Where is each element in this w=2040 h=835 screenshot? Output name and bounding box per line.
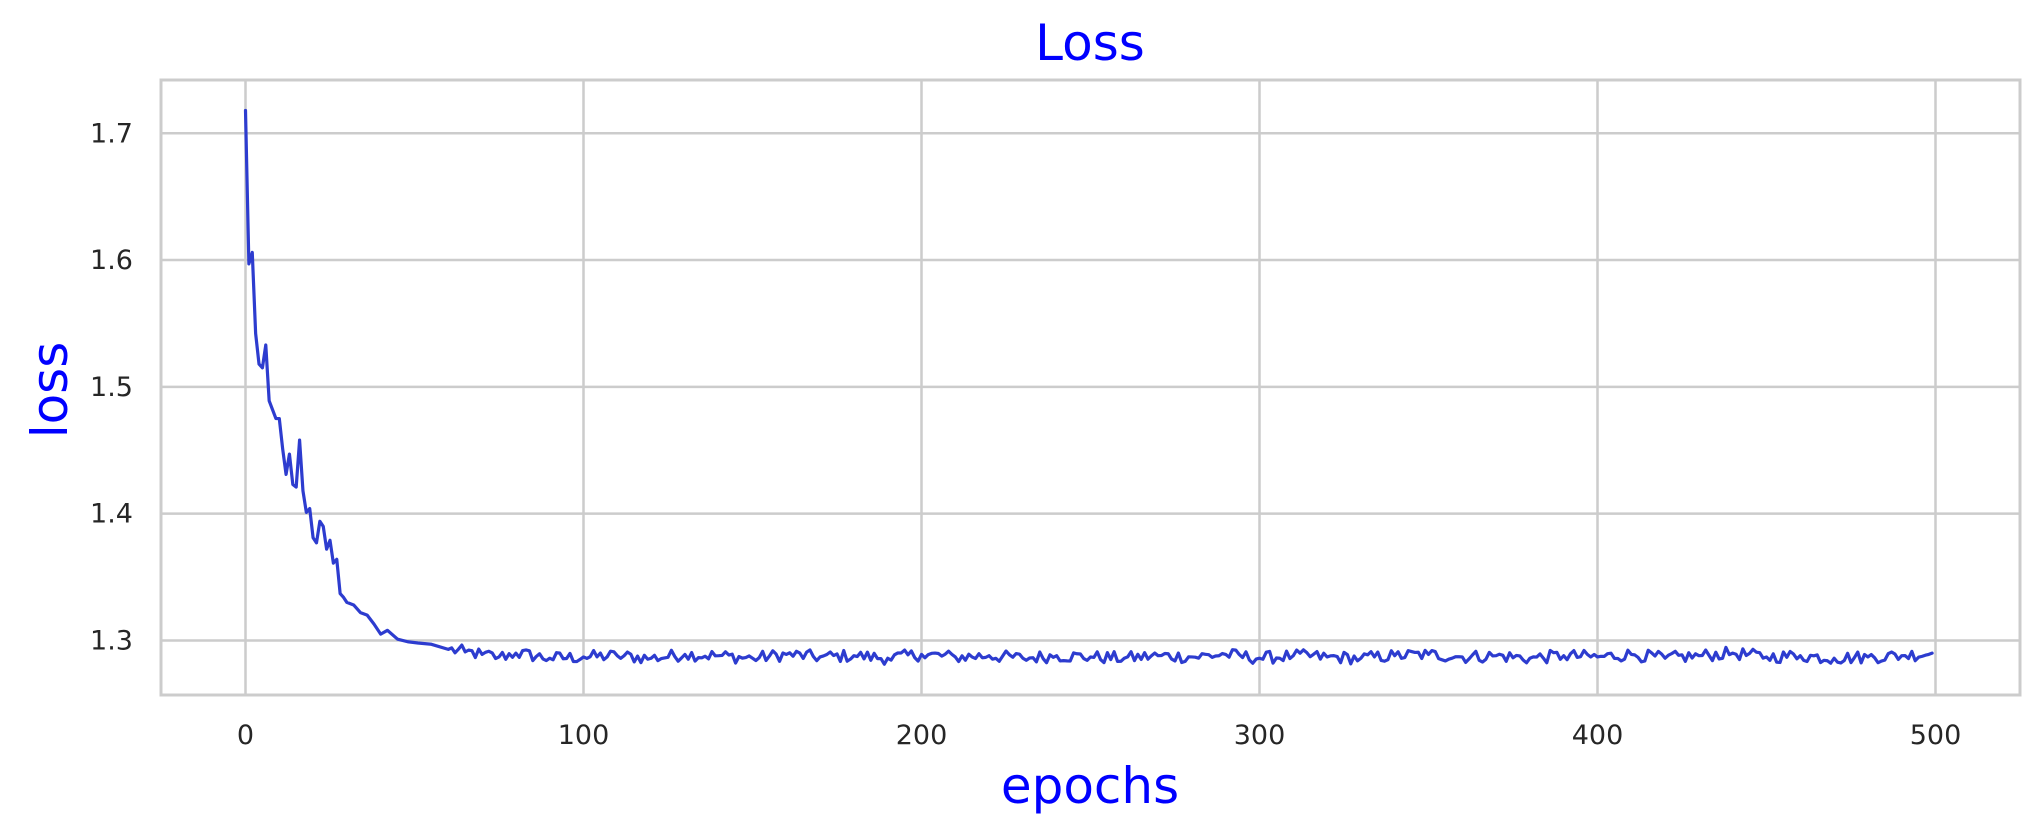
x-tick-label: 0: [237, 720, 254, 751]
y-tick-label: 1.6: [90, 245, 133, 276]
y-tick-label: 1.7: [90, 118, 133, 149]
y-tick-labels: 1.3 1.4 1.5 1.6 1.7: [90, 118, 133, 656]
x-axis-label: epochs: [1001, 757, 1179, 815]
chart-title: Loss: [1035, 14, 1145, 72]
x-tick-label: 500: [1910, 720, 1962, 751]
y-axis-label: loss: [21, 342, 79, 439]
x-tick-label: 400: [1572, 720, 1624, 751]
y-tick-label: 1.5: [90, 372, 133, 403]
y-tick-label: 1.4: [90, 499, 133, 530]
x-tick-label: 100: [558, 720, 610, 751]
x-tick-label: 300: [1234, 720, 1286, 751]
plot-frame: [159, 78, 2022, 697]
y-tick-label: 1.3: [90, 625, 133, 656]
grid: [161, 80, 2020, 695]
x-tick-label: 200: [896, 720, 948, 751]
loss-line: [243, 108, 1934, 666]
x-tick-labels: 0 100 200 300 400 500: [237, 720, 1961, 751]
series-layer: [243, 108, 1934, 666]
